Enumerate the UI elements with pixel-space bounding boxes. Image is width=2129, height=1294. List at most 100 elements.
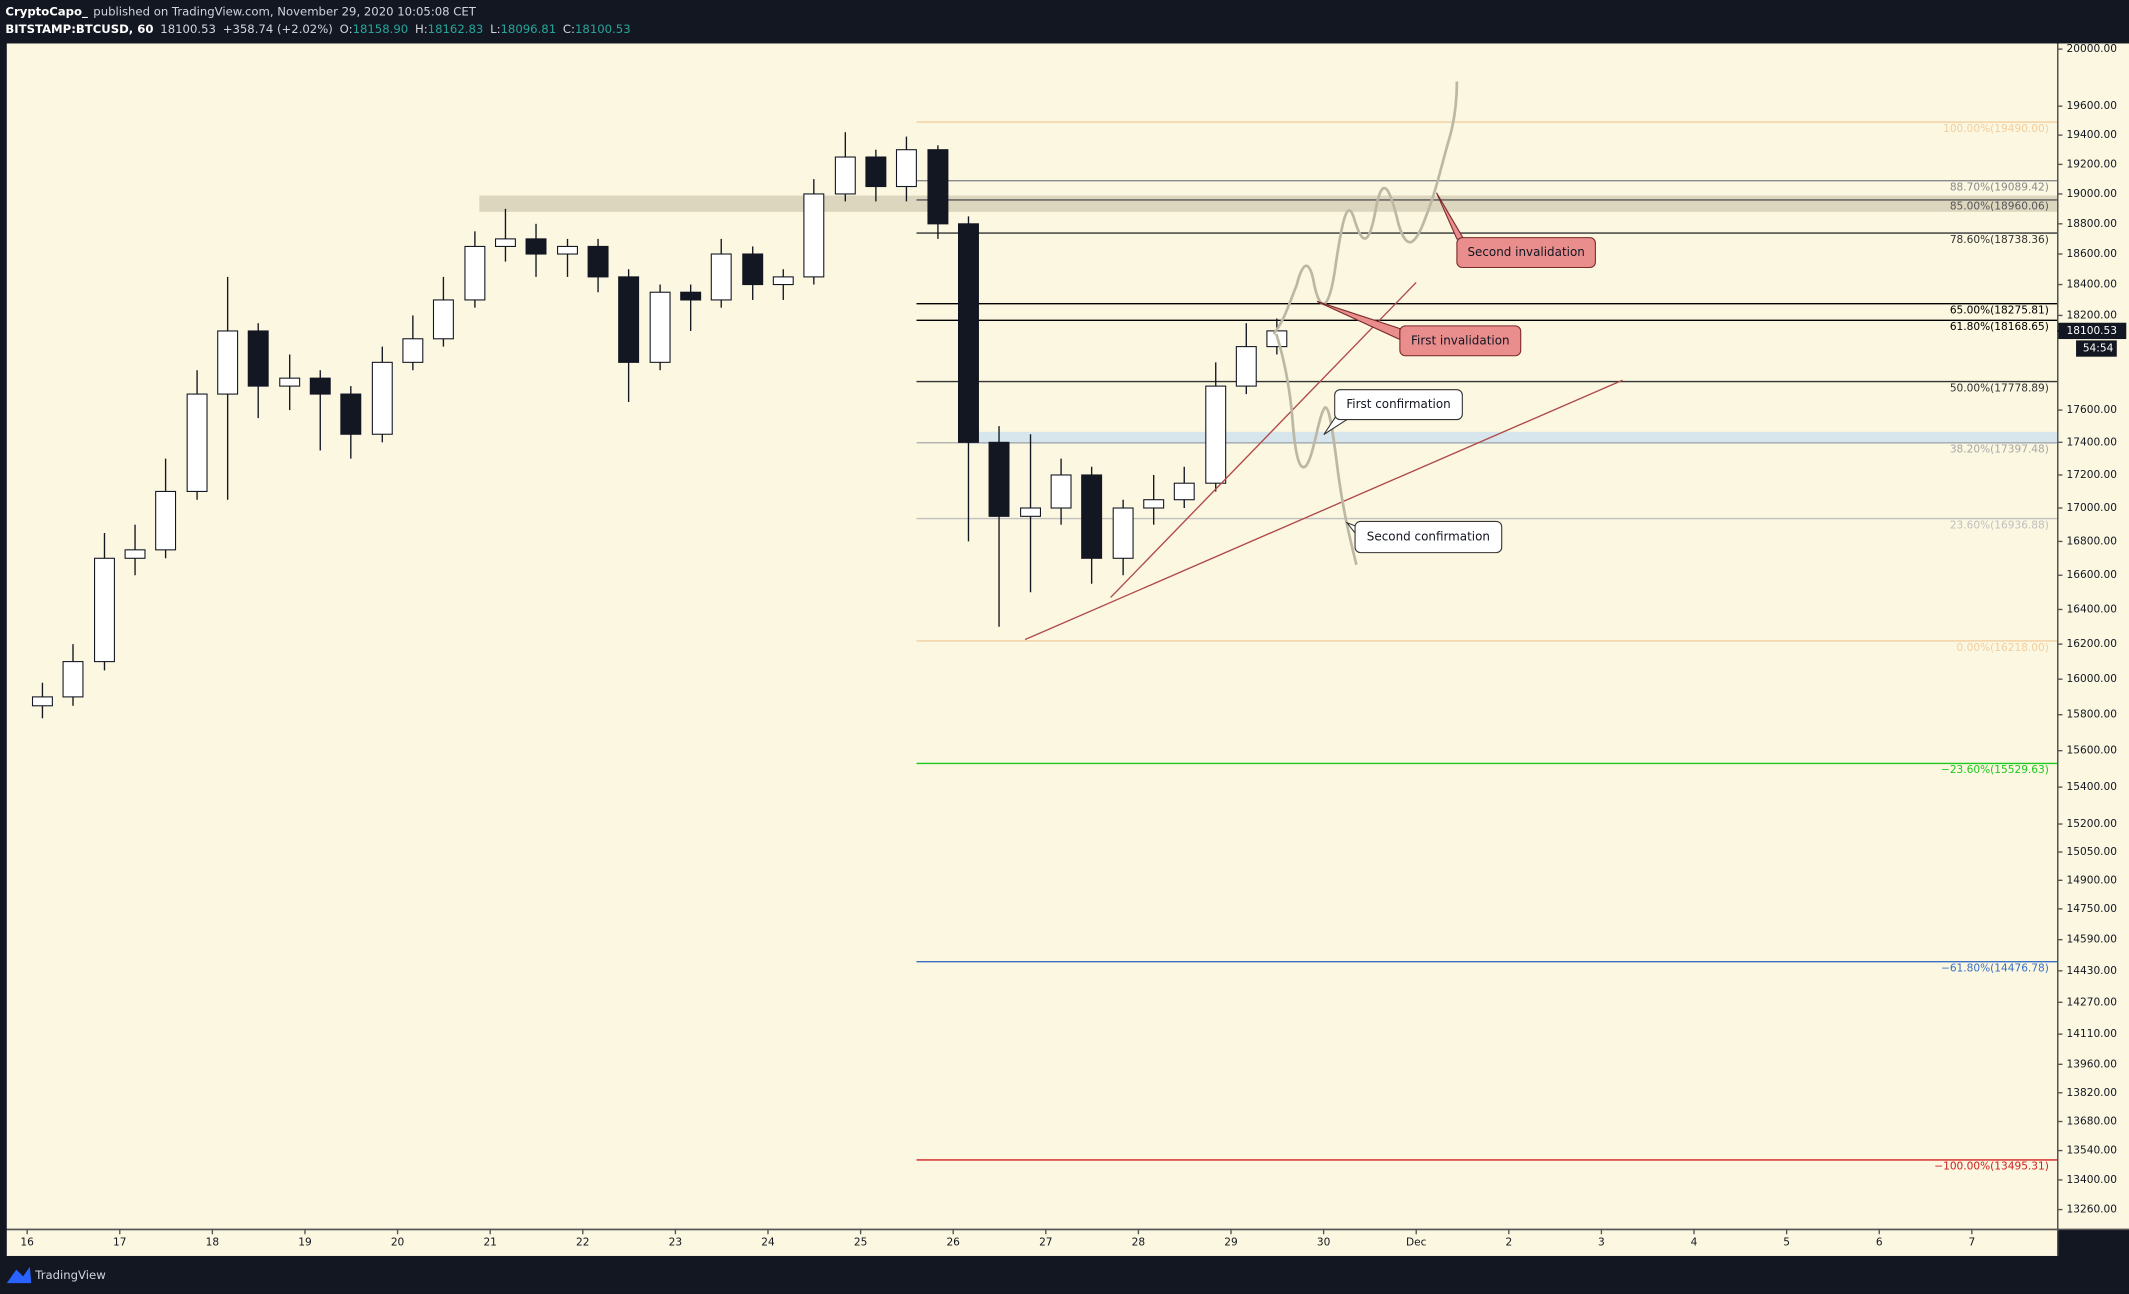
y-tick-label: 14900.00 [2067,874,2118,886]
logo [6,1266,32,1284]
y-tick-label: 17400.00 [2067,436,2118,448]
annotation: Second confirmation [1367,530,1490,544]
candle-body [772,276,794,286]
bearish-projection [1275,333,1358,566]
candle-body [1112,507,1134,559]
candle-body [618,276,640,363]
quote-label: L: [490,22,500,36]
candle-body [1020,507,1041,517]
quote-label: H: [415,22,428,36]
candle-body [217,330,239,395]
published: published on TradingView.com, November 2… [93,4,477,18]
candle-body [279,377,301,387]
callout-box [1334,389,1463,421]
candle-body [1050,474,1072,509]
y-tick-label: 16400.00 [2067,603,2118,615]
y-tick-label: 13400.00 [2067,1174,2118,1186]
x-tick-label: 22 [576,1236,589,1248]
y-tick-label: 20000.00 [2067,43,2118,55]
y-tick-label: 18200.00 [2067,309,2118,321]
x-tick-label: 17 [113,1236,126,1248]
annotation: Second invalidation [1467,245,1584,259]
candles [31,132,1288,719]
last-price-label: 18100.53 [2067,325,2117,337]
x-tick-label: 29 [1224,1236,1237,1248]
candle-body [309,377,331,395]
y-tick-label: 16200.00 [2067,638,2118,650]
trend-line [1024,379,1623,641]
last-price-tag [2058,322,2127,340]
quote-line: BITSTAMP:BTCUSD, 60 18100.53 +358.74 (+2.0… [5,22,630,36]
x-tick-label: 30 [1317,1236,1331,1248]
candle-body [62,661,84,698]
y-tick-label: 15200.00 [2067,818,2118,830]
fib-label: −61.80%(14476.78) [1941,962,2049,974]
y-tick-label: 18600.00 [2067,248,2118,260]
candle-body [1081,474,1103,559]
y-tick-label: 15050.00 [2067,846,2118,858]
candle-body [988,441,1010,517]
x-tick-label: Dec [1406,1236,1427,1248]
countdown-tag [2076,340,2117,357]
x-tick-label: 26 [946,1236,960,1248]
x-tick-label: 7 [1968,1236,1975,1248]
fib-label: 78.60%(18738.36) [1950,234,2049,246]
change: +358.74 (+2.02%) [223,22,333,36]
fib-label: −100.00%(13495.31) [1934,1161,2049,1173]
candle-body [557,245,578,255]
y-tick-label: 13260.00 [2067,1204,2118,1216]
symbol: BITSTAMP:BTCUSD, 60 [5,22,153,36]
candle-body [1143,499,1165,509]
fib-label: 61.80%(18168.65) [1950,321,2049,333]
y-tick-label: 13540.00 [2067,1145,2118,1157]
y-tick-label: 19000.00 [2067,188,2118,200]
fib-label: 0.00%(16218.00) [1957,642,2049,654]
y-tick-label: 14270.00 [2067,996,2118,1008]
candle-body [432,299,454,340]
fib-label: 85.00%(18960.06) [1950,201,2049,213]
candle-body [649,291,671,363]
quote-label: C: [563,22,575,36]
candle-body [834,156,856,195]
annotation: First invalidation [1411,333,1510,347]
time-axis [6,1230,2058,1256]
grid: 100.00%(19490.00) 88.70%(19089.42) 85.00%(… [916,121,2058,1173]
y-tick-label: 14590.00 [2067,934,2118,946]
candle-body [742,253,764,286]
quote-value: 18100.53 [575,22,631,36]
last: 18100.53 [160,22,216,36]
y-tick-label: 14110.00 [2067,1028,2118,1040]
quote-value: 18162.83 [428,22,484,36]
candle-body [494,238,516,247]
candle-body [680,291,702,301]
candle-body [94,557,115,663]
candle-body [31,696,53,707]
countdown: 54:54 [2083,343,2114,355]
x-tick-label: 19 [298,1236,311,1248]
fib-label: 50.00%(17778.89) [1950,382,2049,394]
y-tick-label: 14750.00 [2067,903,2118,915]
callout-box [1354,520,1503,554]
y-tick-label: 19600.00 [2067,100,2118,112]
candle-body [464,245,486,301]
callout-box [1456,237,1596,269]
x-tick-label: 28 [1132,1236,1145,1248]
candle-body [1173,482,1195,501]
fib-label: 38.20%(17397.48) [1950,444,2049,456]
y-tick-label: 19200.00 [2067,158,2118,170]
candle-body [155,490,177,551]
quote-value: 18096.81 [501,22,557,36]
candle-body [803,193,825,278]
annotation: First confirmation [1346,397,1450,411]
y-tick-label: 15800.00 [2067,709,2118,721]
candle-body [124,549,146,559]
candle-body [1235,346,1257,387]
y-tick-label: 19400.00 [2067,129,2118,141]
candle-body [186,393,208,492]
x-tick-label: 20 [391,1236,405,1248]
x-tick-label: 3 [1598,1236,1605,1248]
y-tick-label: 16600.00 [2067,569,2118,581]
x-tick-label: 27 [1039,1236,1052,1248]
